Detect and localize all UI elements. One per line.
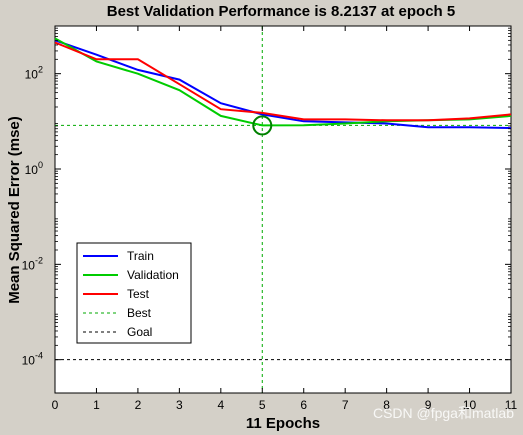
legend-label-test: Test [127, 287, 150, 301]
legend-label-train: Train [127, 249, 154, 263]
y-tick-label: 10-4 [22, 351, 43, 368]
y-tick-label: 10-2 [22, 255, 43, 272]
x-tick-label: 10 [463, 398, 477, 412]
x-tick-label: 9 [425, 398, 432, 412]
series-line-test [54, 41, 512, 122]
legend-label-goal: Goal [127, 325, 152, 339]
series-line-train [54, 39, 512, 130]
chart-title: Best Validation Performance is 8.2137 at… [107, 3, 455, 20]
x-tick-label: 7 [342, 398, 349, 412]
x-tick-label: 5 [259, 398, 266, 412]
x-tick-label: 1 [93, 398, 100, 412]
legend: Train Validation Test Best Goal [76, 242, 192, 344]
x-tick-label: 11 [505, 398, 518, 412]
x-tick-label: 4 [217, 398, 224, 412]
best-point-marker [252, 115, 273, 136]
x-tick-label: 6 [300, 398, 307, 412]
y-axis-label: Mean Squared Error (mse) [6, 116, 23, 304]
legend-label-validation: Validation [127, 268, 179, 282]
legend-label-best: Best [127, 306, 152, 320]
x-tick-label: 8 [383, 398, 390, 412]
watermark: CSDN @fpga和matlab [373, 405, 514, 421]
x-tick-label: 2 [135, 398, 142, 412]
x-tick-label: 3 [176, 398, 183, 412]
x-tick-label: 0 [52, 398, 59, 412]
x-axis-label: 11 Epochs [246, 415, 320, 432]
y-tick-label: 100 [25, 160, 43, 177]
y-tick-label: 102 [25, 65, 43, 82]
